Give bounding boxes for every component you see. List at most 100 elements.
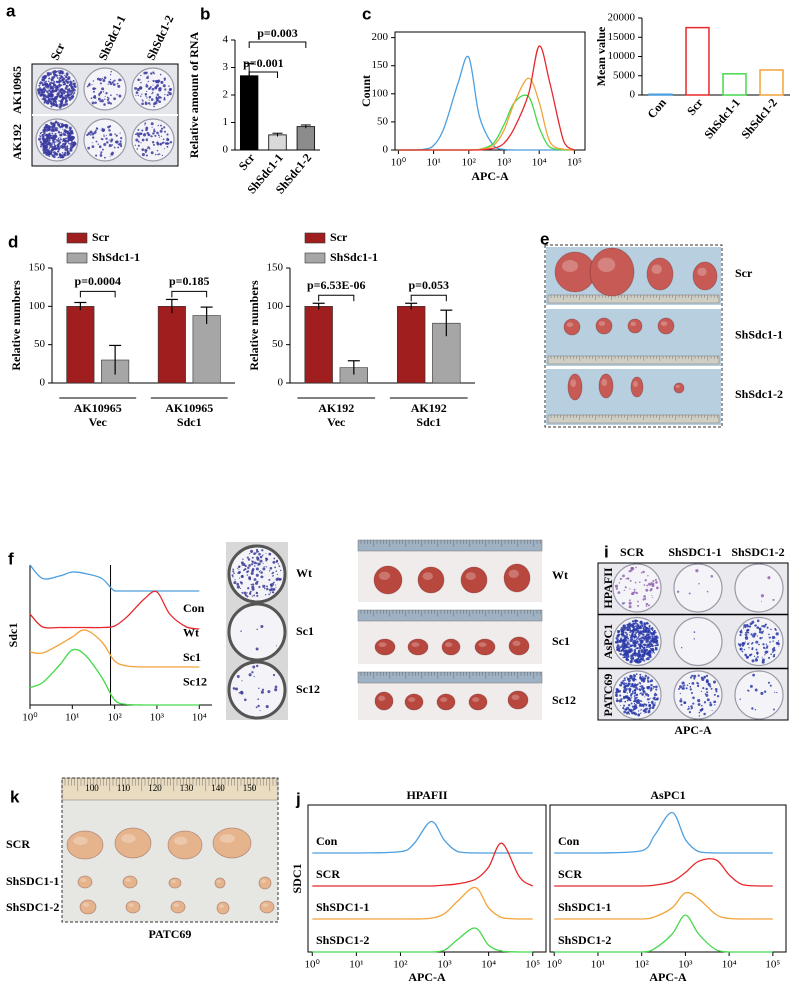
colony bbox=[623, 589, 625, 592]
colony bbox=[66, 146, 69, 148]
panel-letter: c bbox=[362, 4, 371, 23]
colony bbox=[691, 674, 694, 677]
colony bbox=[273, 557, 276, 560]
bar bbox=[396, 306, 426, 384]
colony bbox=[160, 124, 162, 127]
colony bbox=[773, 708, 775, 711]
colony bbox=[626, 625, 630, 629]
colony bbox=[653, 652, 656, 654]
colony bbox=[653, 693, 657, 697]
x-tick-label: AK192 bbox=[318, 401, 354, 415]
colony bbox=[145, 126, 149, 130]
colony bbox=[636, 640, 638, 642]
y-axis-label: Sdc1 bbox=[6, 623, 20, 648]
tumor-highlight bbox=[378, 571, 391, 580]
x-tick-label: 10³ bbox=[150, 712, 165, 724]
colony bbox=[626, 706, 630, 710]
colony bbox=[624, 700, 627, 703]
series-label: ShSDC1-1 bbox=[558, 900, 611, 914]
colony bbox=[623, 708, 625, 710]
colony bbox=[45, 125, 47, 127]
colony bbox=[118, 142, 122, 146]
row-label: ShSDC1-2 bbox=[6, 900, 59, 914]
colony bbox=[135, 91, 139, 94]
x-tick-label: 10⁵ bbox=[765, 959, 780, 971]
colony bbox=[151, 136, 153, 138]
colony bbox=[258, 585, 261, 589]
colony bbox=[99, 82, 102, 85]
colony bbox=[637, 698, 640, 702]
histogram-curve bbox=[398, 77, 575, 151]
x-tick-label: 10² bbox=[107, 712, 122, 724]
colony bbox=[103, 134, 105, 136]
colony bbox=[634, 659, 637, 662]
colony bbox=[272, 588, 275, 591]
y-tick-label: 100 bbox=[372, 87, 389, 99]
colony bbox=[103, 104, 105, 106]
colony bbox=[756, 626, 760, 629]
y-axis-label: Count bbox=[359, 75, 373, 107]
colony bbox=[166, 94, 169, 97]
colony bbox=[103, 76, 107, 80]
colony bbox=[640, 709, 642, 711]
colony bbox=[97, 143, 100, 145]
colony bbox=[639, 703, 642, 706]
colony bbox=[247, 558, 251, 561]
colony bbox=[639, 639, 642, 642]
colony bbox=[37, 137, 42, 141]
colony bbox=[44, 85, 48, 88]
colony bbox=[146, 131, 150, 135]
colony bbox=[618, 645, 620, 647]
x-tick-label: Vec bbox=[89, 415, 108, 429]
row-label: AK192 bbox=[10, 124, 24, 160]
colony bbox=[56, 76, 58, 78]
tumor bbox=[258, 876, 272, 890]
colony bbox=[152, 91, 154, 94]
tumor bbox=[692, 261, 718, 291]
panel-letter: f bbox=[8, 549, 14, 568]
colony bbox=[631, 684, 634, 687]
colony bbox=[647, 622, 649, 625]
colony bbox=[240, 561, 244, 565]
colony bbox=[260, 571, 263, 574]
colony bbox=[46, 73, 50, 77]
colony bbox=[745, 635, 748, 638]
colony bbox=[655, 694, 658, 696]
colony bbox=[118, 94, 122, 98]
colony bbox=[622, 574, 625, 578]
colony bbox=[135, 94, 137, 96]
colony bbox=[64, 88, 67, 90]
x-axis-label: APC-A bbox=[471, 169, 509, 183]
colony bbox=[698, 582, 700, 585]
tumor-highlight bbox=[660, 321, 668, 326]
colony bbox=[633, 636, 636, 639]
colony bbox=[629, 636, 633, 639]
colony bbox=[627, 639, 629, 641]
panel-letter: j bbox=[295, 789, 301, 808]
colony bbox=[647, 575, 649, 577]
colony bbox=[635, 673, 638, 676]
colony bbox=[46, 141, 48, 143]
colony bbox=[773, 636, 776, 639]
colony bbox=[40, 141, 42, 144]
colony bbox=[633, 700, 635, 703]
colony bbox=[62, 128, 64, 130]
colony bbox=[648, 636, 650, 639]
colony bbox=[255, 664, 259, 668]
colony bbox=[107, 101, 111, 105]
colony bbox=[47, 96, 50, 99]
colony bbox=[746, 629, 749, 632]
colony bbox=[108, 139, 110, 141]
colony bbox=[257, 550, 260, 553]
colony bbox=[619, 637, 621, 639]
colony bbox=[140, 74, 142, 77]
colony bbox=[97, 97, 101, 101]
colony bbox=[633, 639, 637, 643]
colony bbox=[41, 88, 44, 92]
x-tick-label: Vec bbox=[327, 415, 346, 429]
colony bbox=[700, 704, 703, 707]
colony bbox=[58, 74, 61, 76]
colony bbox=[66, 130, 70, 134]
colony bbox=[258, 571, 261, 573]
colony bbox=[645, 645, 649, 649]
